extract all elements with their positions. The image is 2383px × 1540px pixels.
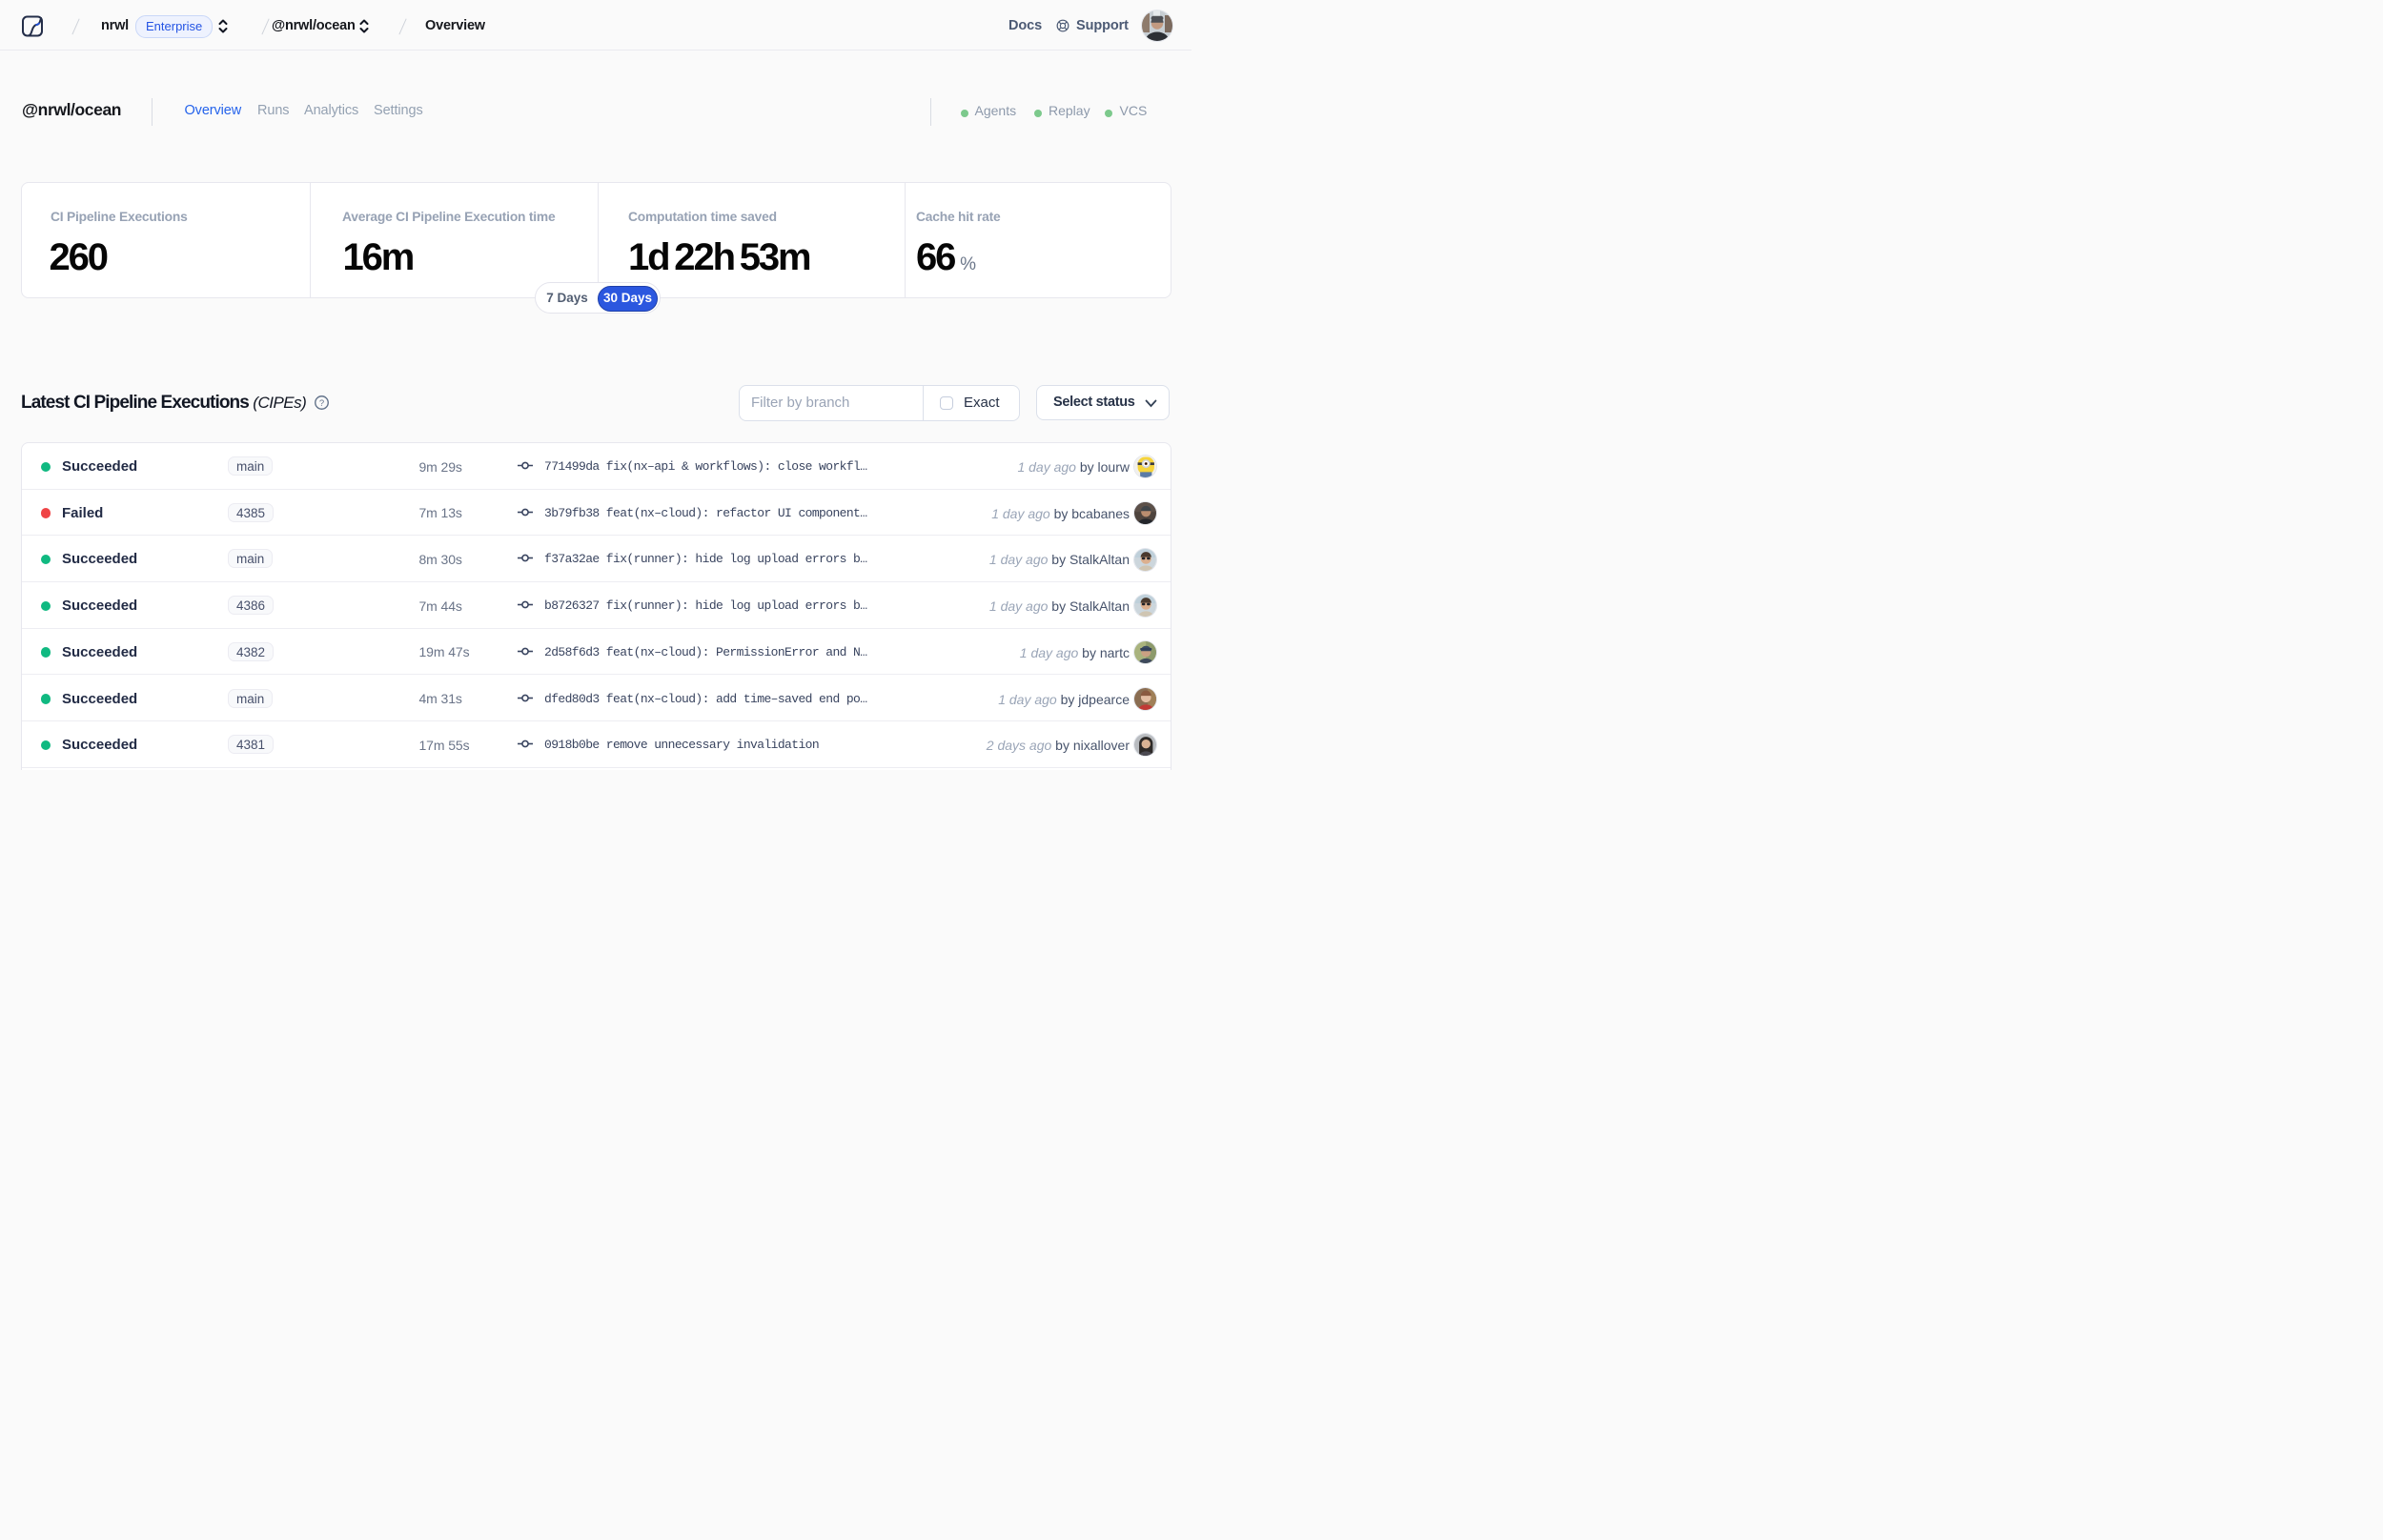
- svg-text:?: ?: [319, 398, 324, 409]
